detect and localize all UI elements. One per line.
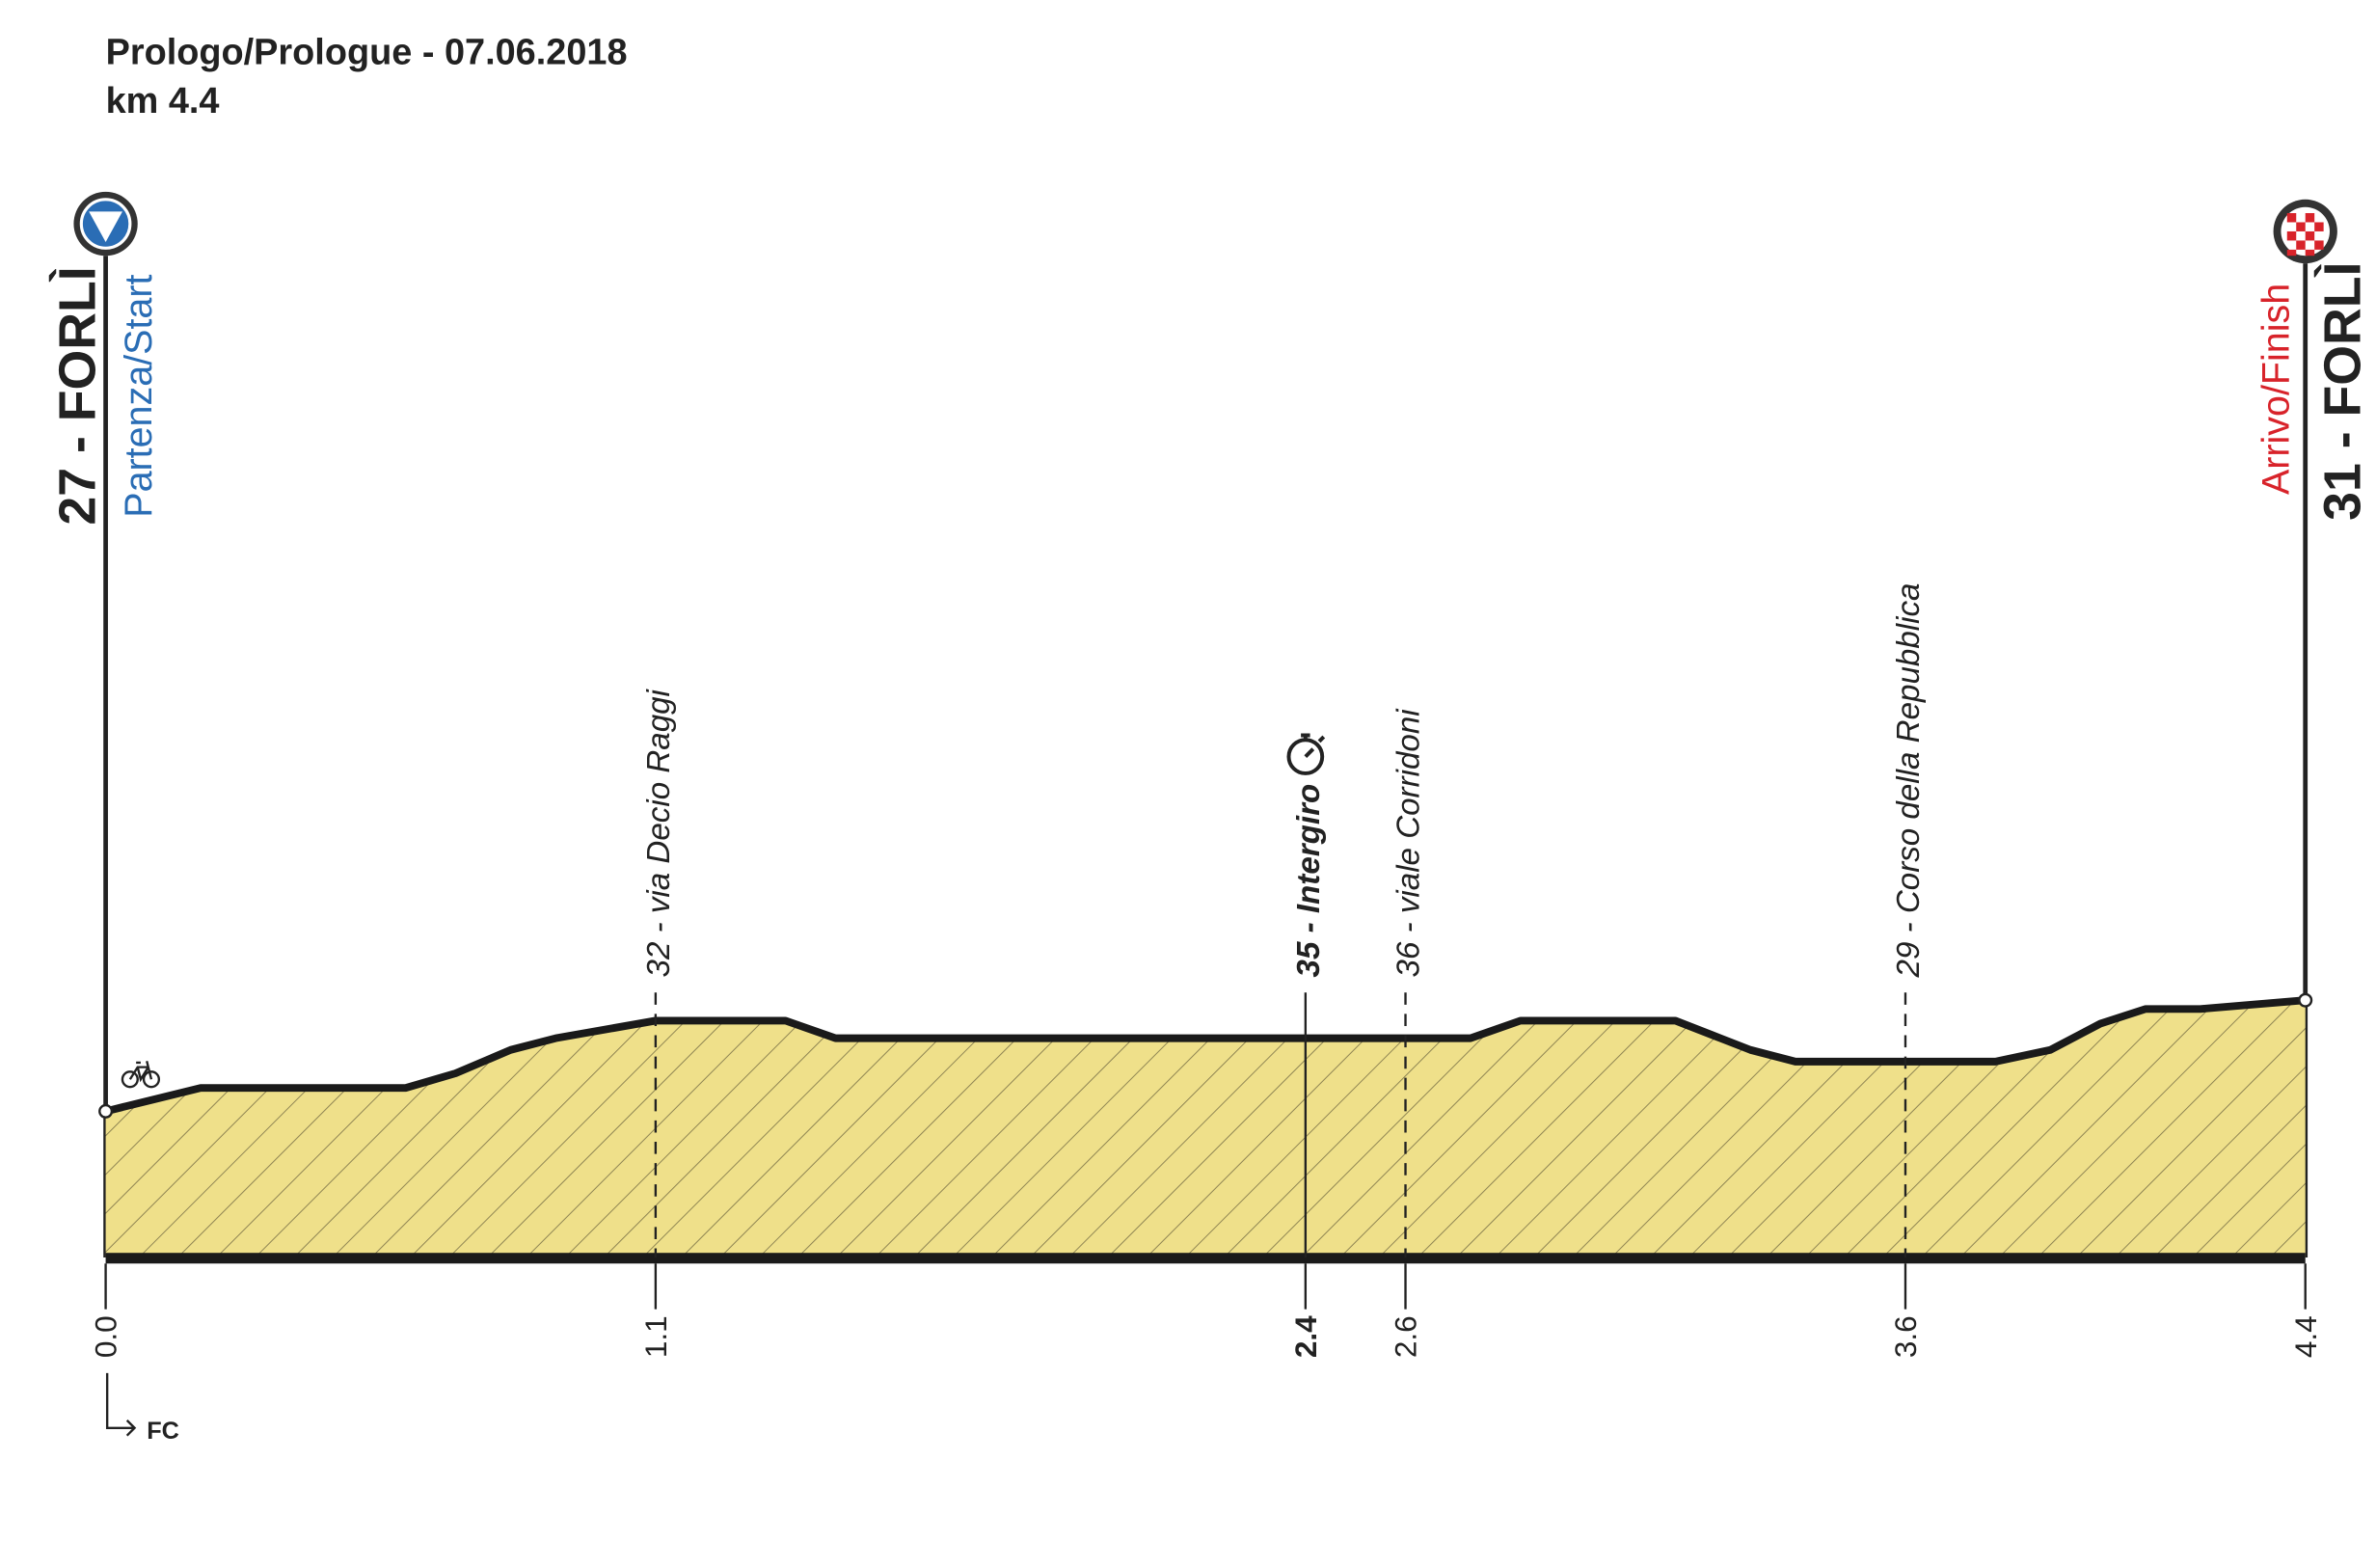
x-tick-label: 2.6 xyxy=(1389,1315,1423,1358)
endpoint xyxy=(98,1103,114,1119)
finish-icon xyxy=(2273,199,2337,264)
chart-subtitle: km 4.4 xyxy=(106,81,220,122)
stopwatch-hand xyxy=(1301,733,1326,758)
finish-caption: Arrivo/Finish xyxy=(2254,284,2297,495)
fc-label: FC xyxy=(147,1418,179,1445)
x-tick-label: 4.4 xyxy=(2288,1315,2323,1358)
waypoint-label: 35 - Intergiro xyxy=(1291,784,1327,978)
waypoint-label: 36 - viale Corridoni xyxy=(1391,708,1427,978)
endpoint xyxy=(2298,992,2313,1008)
x-tick-label: 1.1 xyxy=(638,1315,673,1358)
waypoint-label: 29 - Corso della Repubblica xyxy=(1891,583,1927,979)
waypoint-label: 32 - via Decio Raggi xyxy=(641,688,677,977)
start-icon xyxy=(73,191,138,257)
stopwatch-body xyxy=(1286,738,1325,775)
x-tick-label: 0.0 xyxy=(89,1315,123,1358)
profile-line xyxy=(104,996,2307,1116)
start-label: 27 - FORLÌ xyxy=(49,266,107,525)
finish-label: 31 - FORLÌ xyxy=(2314,262,2372,521)
plot: 32 - via Decio Raggi 35 - Intergiro 36 - v… xyxy=(89,583,2323,1359)
stopwatch-icon xyxy=(1286,733,1326,775)
baseline xyxy=(105,1253,2306,1264)
x-tick-label: 2.4 xyxy=(1288,1315,1323,1358)
bike-icon xyxy=(121,1061,161,1089)
chart-title: Prologo/Prologue - 07.06.2018 xyxy=(106,32,628,72)
fc-arrow xyxy=(105,1372,137,1437)
x-tick-label: 3.6 xyxy=(1888,1315,1923,1358)
start-caption: Partenza/Start xyxy=(118,275,160,518)
bike-frame xyxy=(128,1061,153,1083)
